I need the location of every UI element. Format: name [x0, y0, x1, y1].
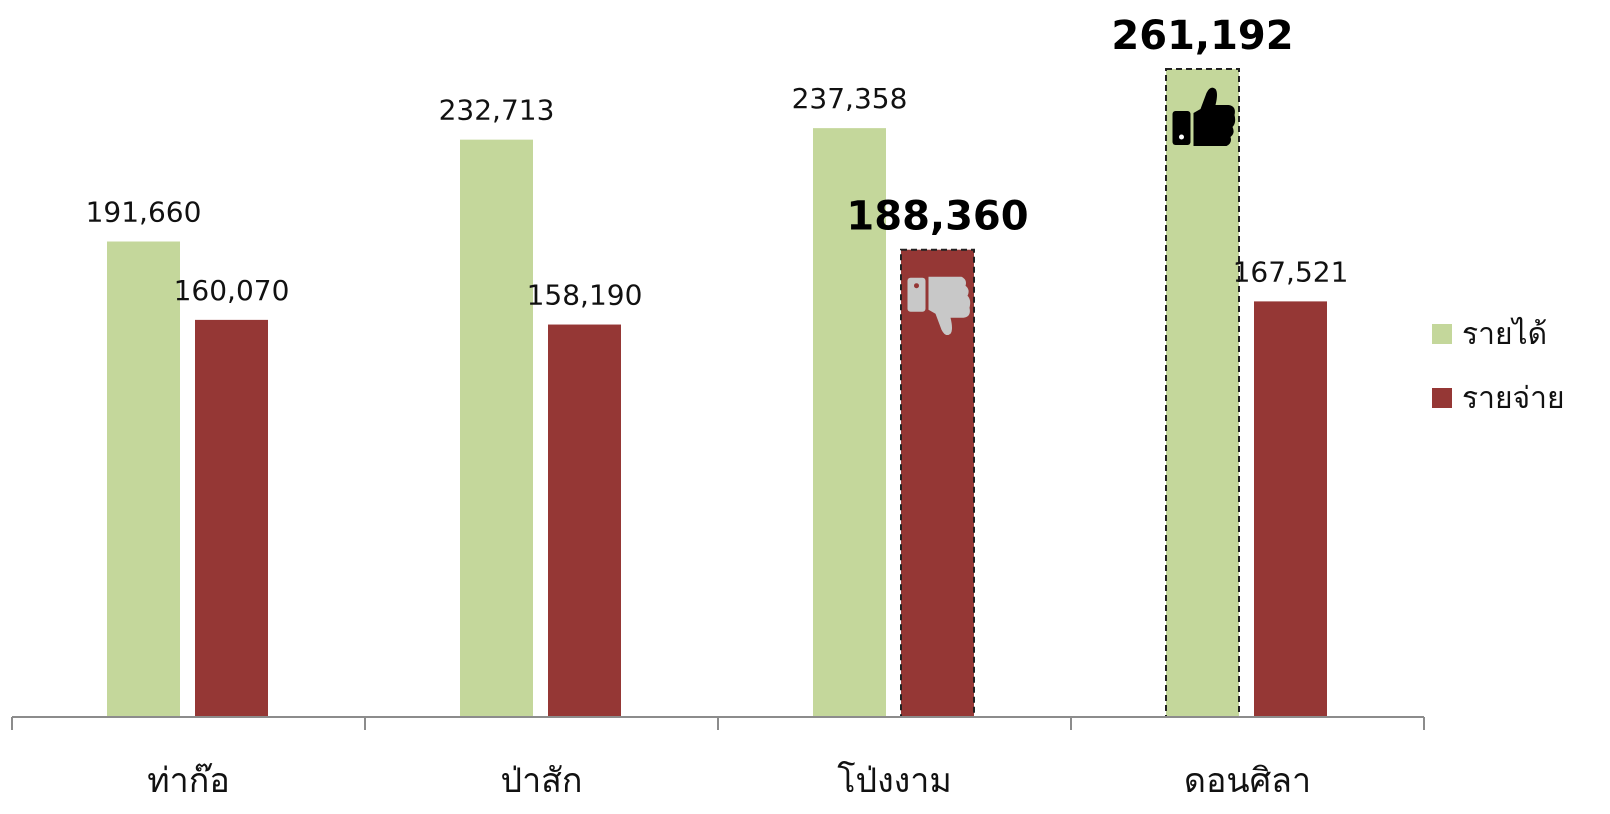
- bar-income: [1166, 69, 1239, 717]
- x-axis: ท่าก๊อ ป่าสัก โป่งงาม ดอนศิลา: [11, 716, 1425, 801]
- data-label: 167,521: [1233, 255, 1349, 288]
- bar-income: [460, 139, 533, 717]
- thumb-hand: [1193, 87, 1236, 146]
- data-label: 188,360: [846, 194, 1028, 240]
- x-tick-label: ท่าก๊อ: [147, 761, 230, 801]
- thumb-cuff: [907, 277, 926, 312]
- bar-expense: [195, 319, 268, 717]
- legend: รายได้รายจ่าย: [1432, 316, 1565, 416]
- data-label: 191,660: [86, 196, 202, 229]
- bar-expense: [548, 324, 621, 717]
- x-tick-label: โป่งงาม: [837, 761, 952, 801]
- thumb-cuff-dot: [914, 283, 919, 289]
- x-tick-label: ป่าสัก: [500, 761, 582, 801]
- legend-swatch: [1432, 388, 1452, 408]
- data-label: 261,192: [1111, 13, 1293, 59]
- thumb-hand: [928, 276, 971, 336]
- x-tick-label: ดอนศิลา: [1184, 761, 1311, 801]
- legend-swatch: [1432, 324, 1452, 344]
- thumbs-down-icon: [907, 276, 971, 336]
- bars-layer: [107, 68, 1327, 719]
- data-label: 237,358: [792, 82, 908, 115]
- data-label: 160,070: [174, 274, 290, 307]
- bar-expense: [1254, 301, 1327, 717]
- bar-expense: [901, 249, 974, 718]
- value-labels-layer: 191,660 160,070 232,713 158,190 237,358 188,3…: [86, 13, 1349, 312]
- thumbs-up-icon: [1172, 87, 1236, 146]
- icons-layer: [907, 87, 1236, 336]
- data-label: 232,713: [439, 94, 555, 127]
- data-label: 158,190: [527, 279, 643, 312]
- thumb-cuff: [1172, 111, 1191, 145]
- bar-income: [813, 128, 886, 718]
- legend-label: รายได้: [1462, 316, 1547, 352]
- bar-income: [107, 241, 180, 717]
- legend-label: รายจ่าย: [1462, 381, 1565, 416]
- thumb-cuff-dot: [1179, 134, 1184, 140]
